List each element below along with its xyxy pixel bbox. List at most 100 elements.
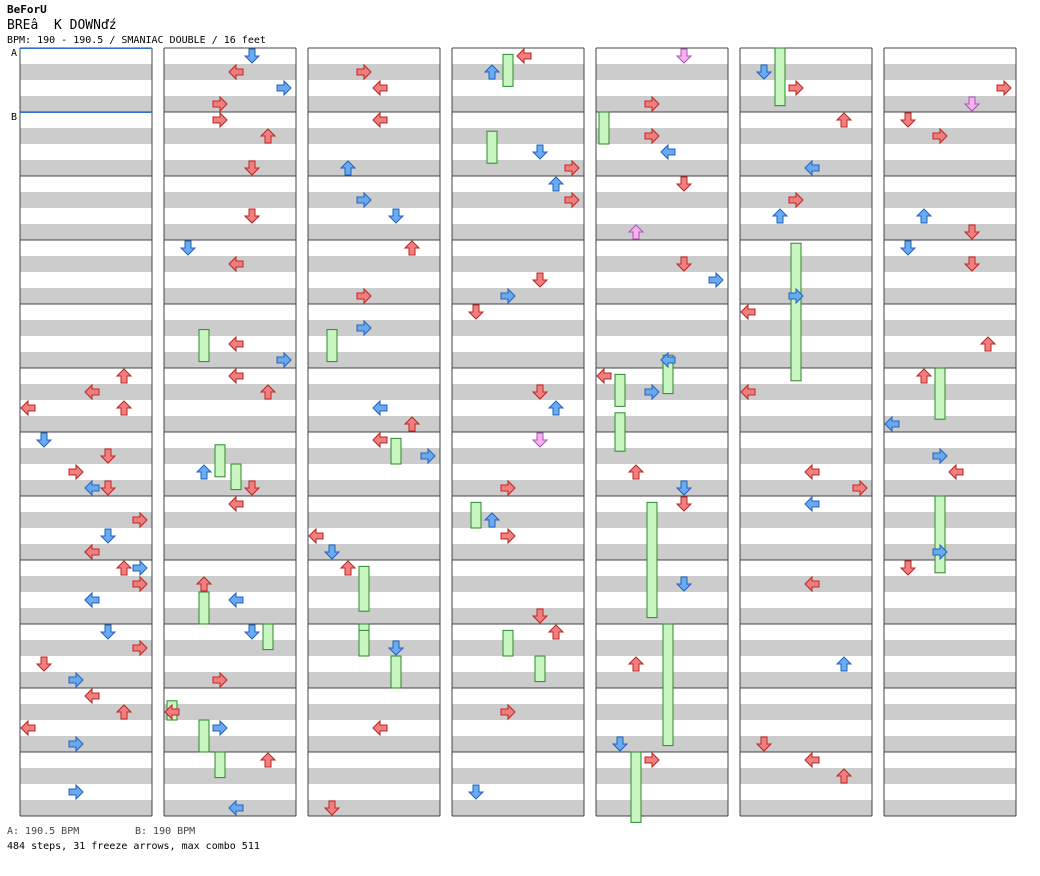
beat-stripe (20, 336, 152, 352)
beat-stripe (884, 112, 1016, 128)
beat-stripe (164, 560, 296, 576)
beat-stripe (740, 336, 872, 352)
step-arrow (516, 47, 532, 65)
beat-stripe (164, 176, 296, 192)
freeze-arrow (774, 47, 786, 107)
beat-stripe (164, 320, 296, 336)
beat-stripe (164, 464, 296, 480)
freeze-arrow (934, 495, 946, 574)
step-arrow (372, 719, 388, 737)
beat-stripe (452, 400, 584, 416)
beat-stripe (884, 704, 1016, 720)
beat-stripe (20, 304, 152, 320)
beat-stripe (452, 432, 584, 448)
beat-stripe (884, 384, 1016, 400)
beat-stripe (308, 496, 440, 512)
beat-stripe (884, 192, 1016, 208)
beat-stripe (452, 64, 584, 80)
beat-stripe (740, 128, 872, 144)
beat-stripe (740, 736, 872, 752)
beat-stripe (20, 368, 152, 384)
step-arrow (68, 735, 84, 753)
beat-stripe (740, 656, 872, 672)
beat-stripe (452, 96, 584, 112)
chart-info: BPM: 190 - 190.5 / SMANIAC DOUBLE / 16 f… (7, 35, 266, 46)
beat-stripe (740, 256, 872, 272)
beat-stripe (884, 96, 1016, 112)
beat-stripe (452, 608, 584, 624)
beat-stripe (884, 352, 1016, 368)
beat-stripe (884, 544, 1016, 560)
step-arrow (531, 608, 549, 624)
step-arrow (35, 656, 53, 672)
beat-stripe (740, 64, 872, 80)
step-arrow (259, 752, 277, 768)
beat-stripe (740, 560, 872, 576)
beat-stripe (452, 352, 584, 368)
beat-stripe (596, 736, 728, 752)
beat-stripe (596, 768, 728, 784)
beat-stripe (308, 64, 440, 80)
beat-stripe (164, 304, 296, 320)
beat-stripe (740, 608, 872, 624)
beat-stripe (596, 272, 728, 288)
beat-stripe (164, 80, 296, 96)
step-arrow (932, 543, 948, 561)
beat-stripe (596, 720, 728, 736)
beat-stripe (452, 240, 584, 256)
step-arrow (228, 335, 244, 353)
step-arrow (372, 111, 388, 129)
step-arrow (804, 751, 820, 769)
beat-stripe (740, 304, 872, 320)
freeze-arrow (326, 329, 338, 363)
step-arrow (323, 544, 341, 560)
step-arrow (99, 448, 117, 464)
step-arrow (932, 127, 948, 145)
step-arrow (852, 479, 868, 497)
beat-stripe (308, 512, 440, 528)
beat-stripe (20, 784, 152, 800)
step-arrow (276, 351, 292, 369)
beat-stripe (20, 704, 152, 720)
beat-stripe (452, 640, 584, 656)
step-arrow (356, 191, 372, 209)
step-arrow (788, 79, 804, 97)
beat-stripe (452, 256, 584, 272)
beat-stripe (308, 336, 440, 352)
beat-stripe (308, 592, 440, 608)
beat-stripe (452, 688, 584, 704)
beat-stripe (308, 304, 440, 320)
beat-stripe (596, 624, 728, 640)
step-arrow (243, 480, 261, 496)
step-arrow (115, 560, 133, 576)
beat-stripe (20, 768, 152, 784)
beat-stripe (740, 640, 872, 656)
step-arrow (531, 384, 549, 400)
step-arrow (356, 287, 372, 305)
step-arrow (531, 432, 549, 448)
beat-stripe (308, 688, 440, 704)
step-arrow (212, 95, 228, 113)
step-arrow (195, 576, 213, 592)
beat-stripe (164, 688, 296, 704)
step-arrow (403, 416, 421, 432)
beat-stripe (884, 160, 1016, 176)
beat-stripe (308, 800, 440, 816)
beat-stripe (20, 672, 152, 688)
beat-stripe (164, 656, 296, 672)
step-arrow (500, 287, 516, 305)
beat-stripe (308, 704, 440, 720)
beat-stripe (452, 672, 584, 688)
step-arrow (644, 95, 660, 113)
freeze-arrow (230, 463, 242, 491)
beat-stripe (884, 784, 1016, 800)
step-arrow (68, 783, 84, 801)
beat-stripe (308, 320, 440, 336)
step-arrow (68, 463, 84, 481)
song-subtitle: BREâ K DOWNďź (7, 18, 117, 33)
beat-stripe (596, 240, 728, 256)
beat-stripe (20, 608, 152, 624)
beat-stripe (20, 496, 152, 512)
beat-stripe (308, 192, 440, 208)
